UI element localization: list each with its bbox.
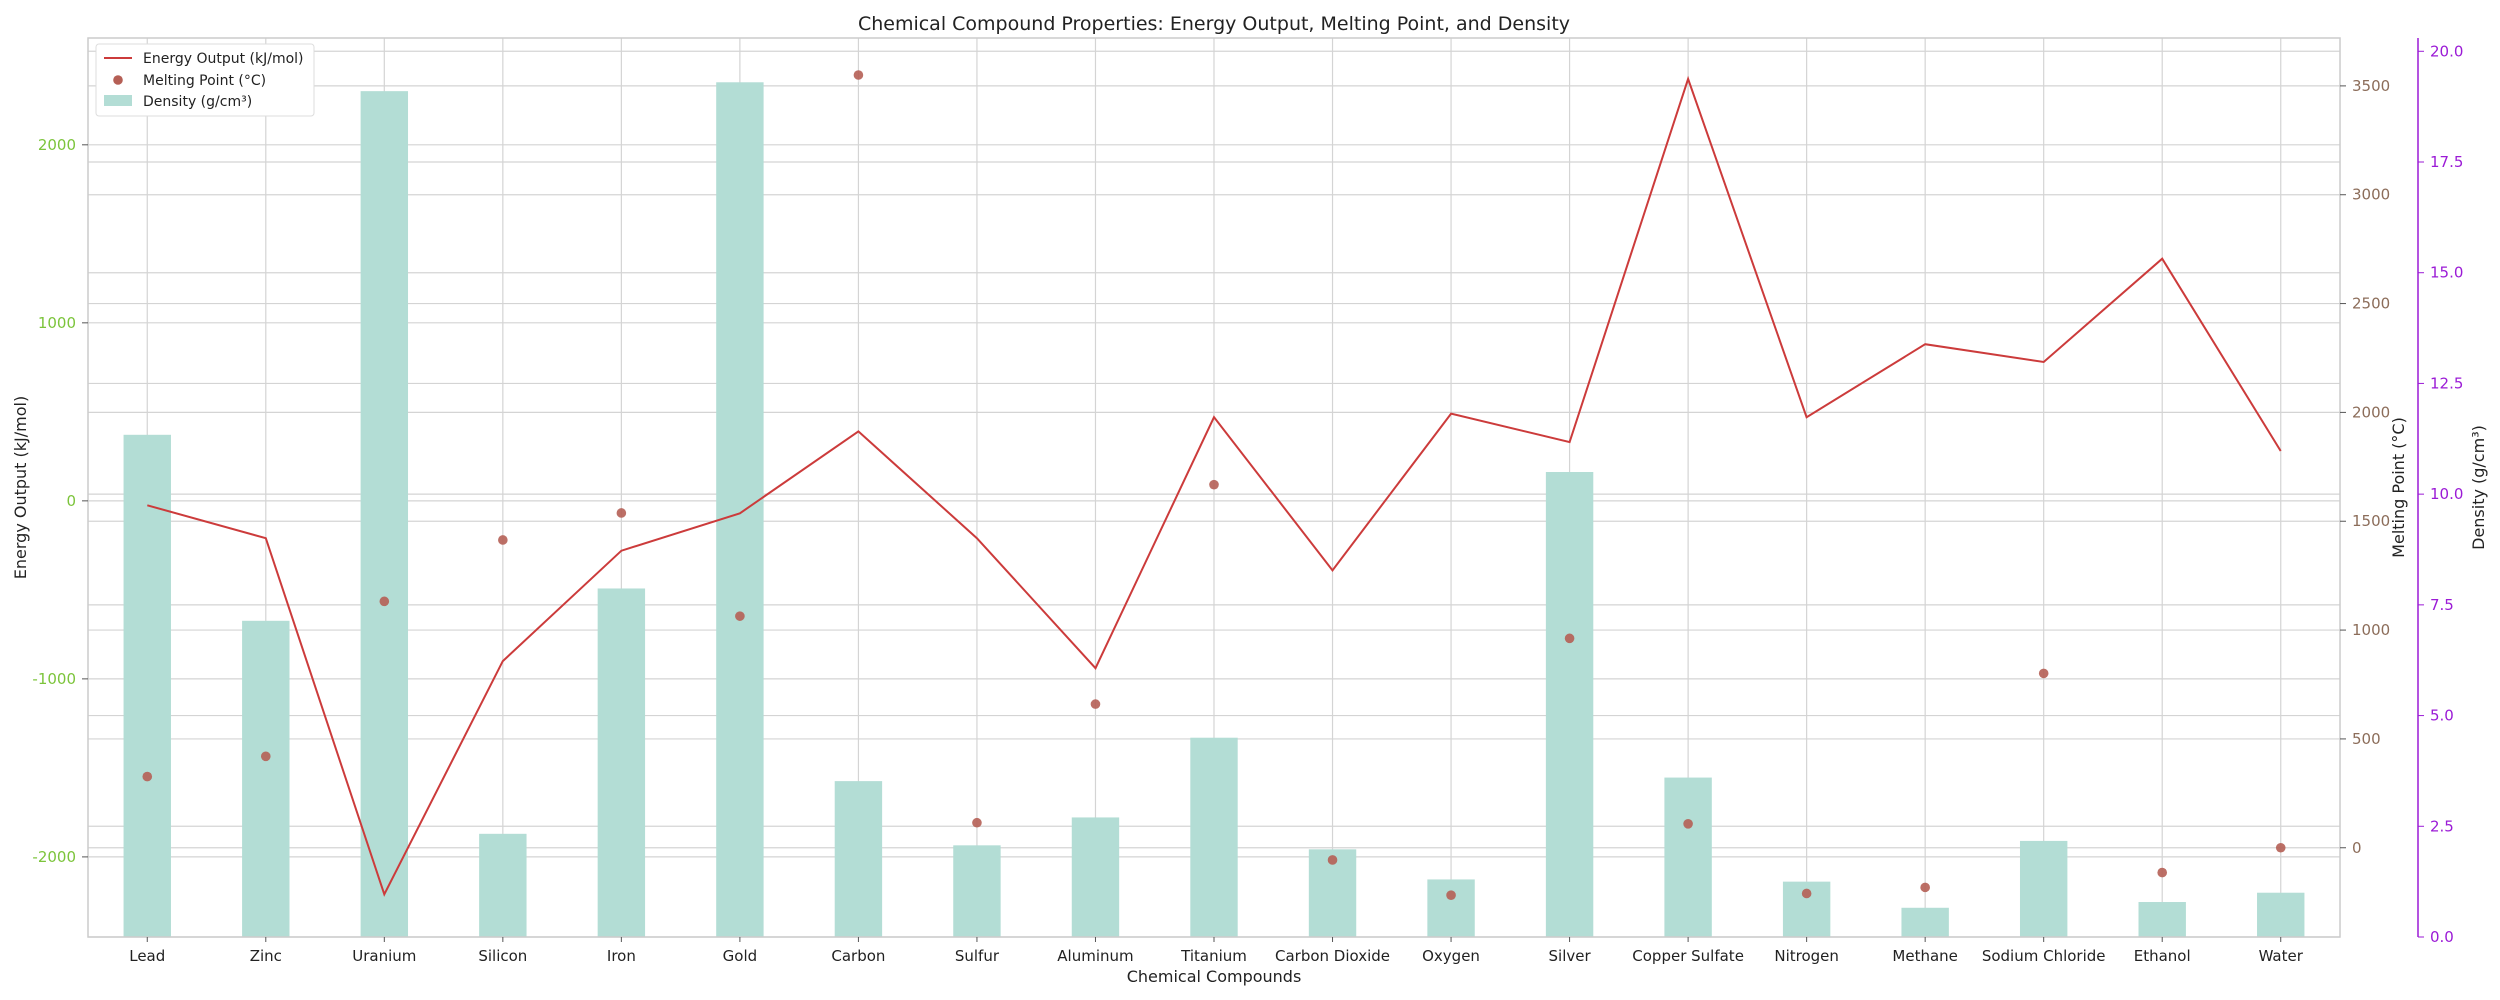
density-axis-label: Density (g/cm³) (2469, 425, 2488, 550)
x-tick-label: Nitrogen (1774, 947, 1839, 965)
x-tick-label: Sulfur (955, 947, 1000, 965)
melting-tick-label: 3000 (2352, 186, 2390, 204)
x-tick-label: Methane (1892, 947, 1958, 965)
energy-tick-label: 0 (66, 492, 76, 510)
legend-box (95, 43, 315, 117)
melting-tick-label: 2500 (2352, 295, 2390, 313)
x-tick-label: Silicon (478, 947, 527, 965)
density-tick-label: 2.5 (2430, 817, 2454, 835)
legend-density-swatch (104, 95, 132, 106)
x-tick-label: Copper Sulfate (1632, 947, 1744, 965)
melting-point-marker (853, 70, 864, 80)
energy-output-line (147, 75, 2282, 897)
density-tick-label: 20.0 (2430, 42, 2463, 60)
melting-point-marker (142, 771, 153, 782)
x-tick-label: Ethanol (2134, 947, 2191, 965)
density-bar (360, 91, 409, 937)
x-tick-label: Silver (1549, 947, 1592, 965)
density-bar (1664, 777, 1712, 937)
legend-energy-label: Energy Output (kJ/mol) (143, 51, 304, 67)
density-tick-label: 5.0 (2430, 707, 2454, 725)
density-bar (953, 845, 1001, 937)
x-tick-label: Carbon Dioxide (1275, 947, 1390, 965)
melting-tick-label: 1000 (2352, 621, 2390, 639)
density-bar (597, 588, 646, 937)
melting-point-marker (1327, 855, 1338, 865)
melting-point-marker (1564, 633, 1575, 644)
melting-point-marker (379, 596, 390, 607)
melting-tick-label: 1500 (2352, 512, 2390, 530)
melting-point-marker (498, 535, 508, 545)
x-tick-label: Aluminum (1057, 947, 1133, 965)
melting-points-layer (142, 70, 2286, 901)
density-bars (123, 82, 2305, 938)
density-bar (1071, 817, 1120, 937)
melting-tick-label: 3500 (2352, 77, 2390, 95)
density-bar (242, 620, 290, 937)
x-tick-label: Lead (129, 947, 165, 965)
density-tick-label: 15.0 (2430, 264, 2463, 282)
density-bar (1190, 737, 1238, 937)
melting-point-marker (2038, 668, 2049, 679)
x-axis-label: Chemical Compounds (1127, 967, 1302, 986)
x-tick-label: Carbon (831, 947, 885, 965)
density-bar (1427, 879, 1475, 937)
density-bar (834, 781, 883, 937)
melting-tick-label: 500 (2352, 730, 2381, 748)
density-bar (123, 434, 171, 937)
melting-point-marker (2157, 867, 2168, 878)
density-tick-label: 0.0 (2430, 928, 2454, 946)
melting-point-marker (1446, 890, 1456, 901)
x-tick-label: Water (2259, 947, 2304, 965)
melting-point-marker (1090, 699, 1101, 709)
legend-melting-swatch (113, 75, 123, 85)
melting-tick-label: 0 (2352, 839, 2362, 857)
density-tick-label: 17.5 (2430, 153, 2463, 171)
density-bar (2019, 840, 2068, 937)
axes-layer: Lead Zinc Uranium Silicon Iron Gold Carbon Sulf… (32, 38, 2463, 965)
x-tick-label: Gold (723, 947, 758, 965)
melting-tick-label: 2000 (2352, 403, 2390, 421)
melting-point-marker (735, 611, 745, 621)
density-bar (2138, 902, 2186, 937)
melting-point-marker (1920, 882, 1930, 893)
density-bar (1901, 907, 1949, 937)
density-tick-label: 12.5 (2430, 374, 2463, 392)
melting-point-marker (260, 751, 271, 762)
density-tick-label: 7.5 (2430, 596, 2454, 614)
x-tick-label: Oxygen (1422, 947, 1480, 965)
density-bar (1545, 472, 1594, 937)
density-bar (716, 82, 764, 938)
energy-tick-label: 2000 (38, 136, 76, 154)
melting-point-marker (972, 817, 982, 828)
density-bar (479, 833, 527, 937)
chart-title: Chemical Compound Properties: Energy Out… (858, 13, 1570, 35)
energy-line-layer (147, 75, 2282, 897)
x-tick-label: Iron (607, 947, 636, 965)
legend-density-label: Density (g/cm³) (143, 94, 252, 110)
x-tick-label: Titanium (1180, 947, 1247, 965)
energy-axis-label: Energy Output (kJ/mol) (11, 396, 30, 579)
melting-point-marker (1683, 819, 1693, 829)
energy-tick-label: -2000 (32, 848, 76, 866)
x-tick-label: Zinc (250, 947, 282, 965)
energy-tick-label: -1000 (32, 670, 76, 688)
legend: Energy Output (kJ/mol) Melting Point (°C… (95, 43, 315, 117)
x-tick-label: Sodium Chloride (1982, 947, 2106, 965)
legend-melting-label: Melting Point (°C) (143, 73, 266, 89)
melting-point-marker (2275, 842, 2286, 853)
x-tick-label: Uranium (352, 947, 416, 965)
melting-axis-label: Melting Point (°C) (2389, 417, 2408, 558)
melting-point-marker (1209, 479, 1219, 490)
melting-point-marker (616, 508, 627, 518)
density-bar (2257, 892, 2305, 937)
melting-point-marker (1801, 888, 1812, 899)
energy-tick-label: 1000 (38, 314, 76, 332)
density-tick-label: 10.0 (2430, 485, 2463, 503)
